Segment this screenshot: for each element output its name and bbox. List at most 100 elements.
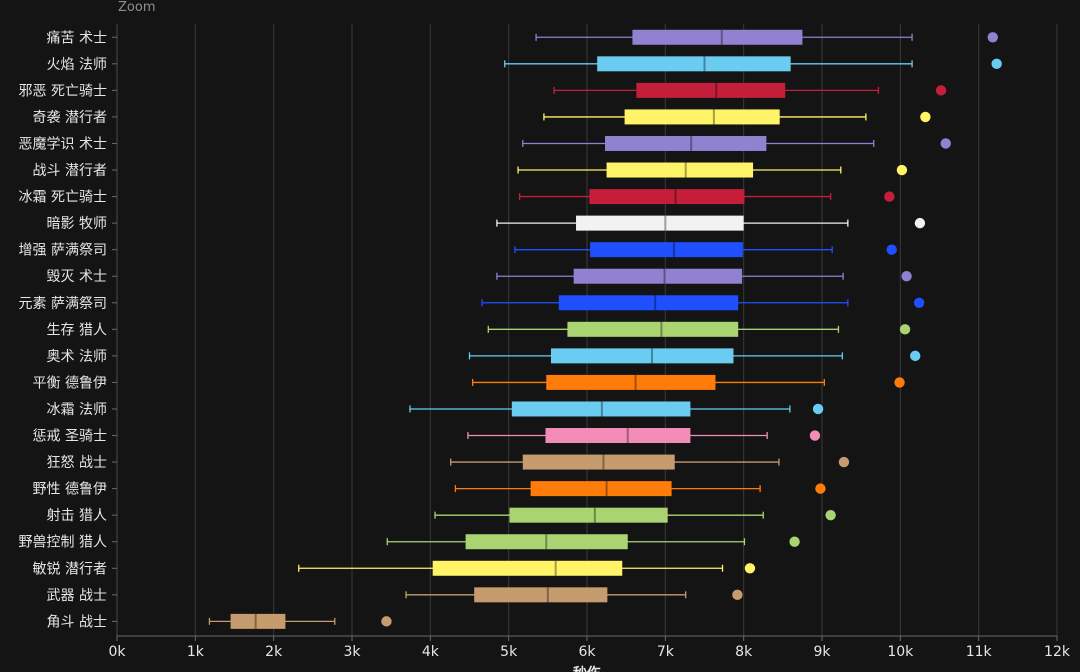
outlier-point [838,456,850,468]
box-series[interactable] [517,162,908,178]
outlier-point [381,616,392,627]
box-series[interactable] [450,454,850,470]
box [530,481,672,497]
x-tick-label: 1k [187,644,205,660]
box-series[interactable] [535,29,998,45]
outlier-point [910,350,921,362]
category-label: 毁灭 术士 [47,269,107,285]
x-tick-label: 3k [343,644,361,660]
box [545,428,691,444]
outlier-point [899,324,911,335]
box-series[interactable] [468,348,921,364]
outlier-point [744,563,756,574]
outlier-point [894,377,905,388]
category-label: 元素 萨满祭司 [19,296,107,312]
box-series[interactable] [553,82,947,98]
outlier-point [901,271,912,282]
x-tick-label: 0k [108,644,126,660]
category-label: 生存 猎人 [47,322,107,338]
outlier-point [809,430,821,441]
box-series[interactable] [481,295,925,311]
category-label: 射击 猎人 [47,508,107,524]
category-label: 增强 萨满祭司 [19,243,107,259]
box-series[interactable] [504,56,1002,72]
x-tick-label: 5k [500,644,518,660]
category-label: 暗影 牧师 [47,216,107,232]
outlier-point [913,297,925,308]
box-series[interactable] [543,109,931,125]
box-series[interactable] [471,374,905,390]
x-tick-label: 4k [422,644,440,660]
outlier-point [896,164,908,176]
category-label: 敏锐 潜行者 [33,561,107,577]
outlier-point [920,111,931,123]
category-label: 火焰 法师 [47,57,107,73]
category-label: 奥术 法师 [47,348,107,365]
x-tick-label: 2k [265,644,283,660]
outlier-point [987,32,998,43]
box [624,109,780,125]
outlier-point [914,217,926,229]
box-series[interactable] [514,242,897,258]
box [567,321,739,337]
x-tick-label: 10k [887,644,914,660]
outlier-point [732,589,743,601]
category-label: 恶魔学识 术士 [19,136,107,152]
box-series[interactable] [496,268,912,284]
category-label: 平衡 德鲁伊 [33,375,107,391]
box [432,560,623,576]
box-series[interactable] [208,613,392,629]
box-series[interactable] [298,560,756,576]
box [605,135,767,151]
category-label: 冰霜 死亡骑士 [19,190,107,206]
box [474,587,608,603]
box [230,613,286,629]
box [589,189,745,205]
outlier-point [825,509,836,521]
category-label: 邪恶 死亡骑士 [19,83,107,99]
box [509,507,668,523]
outlier-point [884,191,895,202]
box [558,295,739,311]
outlier-point [940,138,951,149]
box [573,268,743,284]
category-label: 惩戒 圣骑士 [33,429,107,445]
category-label: 武器 战士 [47,588,107,604]
box-series[interactable] [522,135,951,151]
outlier-point [935,85,947,96]
outlier-point [991,58,1002,70]
outlier-point [886,244,897,255]
x-tick-label: 12k [1044,644,1071,660]
box [590,242,743,258]
x-tick-label: 9k [813,644,831,660]
box-series[interactable] [467,428,821,444]
box-series[interactable] [386,534,800,550]
category-label: 冰霜 法师 [47,402,107,418]
plot-area [208,29,1002,629]
category-label: 野性 德鲁伊 [33,482,107,498]
outlier-point [815,483,826,494]
box [465,534,628,550]
box [576,215,744,231]
category-label: 战斗 潜行者 [33,163,107,179]
box-series[interactable] [409,401,824,417]
box-series[interactable] [496,215,926,231]
box-series[interactable] [454,481,826,497]
box [636,82,786,98]
zoom-label[interactable]: Zoom [118,0,155,15]
category-label: 痛苦 术士 [47,29,107,46]
box-series[interactable] [487,321,911,337]
outlier-point [812,403,824,415]
x-tick-label: 6k [578,644,596,660]
box [522,454,675,470]
box-series[interactable] [405,587,743,603]
box [597,56,791,72]
box [550,348,734,364]
category-label: 奇袭 潜行者 [33,109,107,126]
box [546,374,716,390]
box-series[interactable] [434,507,836,523]
box-series[interactable] [518,189,895,205]
box [632,29,803,45]
